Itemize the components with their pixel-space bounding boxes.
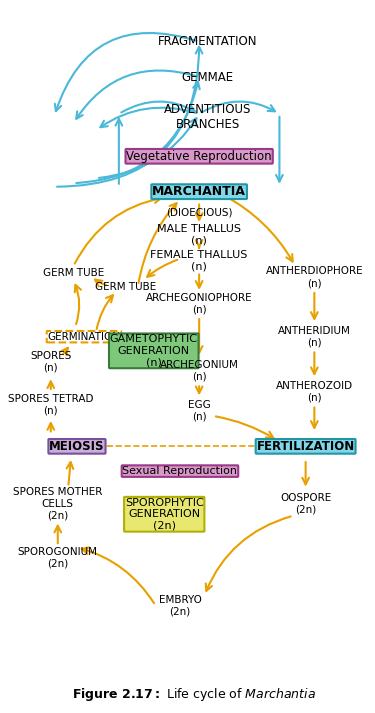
- Text: ADVENTITIOUS
BRANCHES: ADVENTITIOUS BRANCHES: [164, 103, 252, 131]
- Text: SPORES
(n): SPORES (n): [30, 352, 72, 373]
- Text: SPOROGONIUM
(2n): SPOROGONIUM (2n): [18, 548, 98, 569]
- Text: GERMINATION: GERMINATION: [48, 332, 120, 342]
- Text: EMBRYO
(2n): EMBRYO (2n): [159, 595, 201, 616]
- Text: FRAGMENTATION: FRAGMENTATION: [158, 35, 258, 48]
- Text: SPOROPHYTIC
GENERATION
(2n): SPOROPHYTIC GENERATION (2n): [125, 498, 204, 531]
- Text: GAMETOPHYTIC
GENERATION
(n): GAMETOPHYTIC GENERATION (n): [110, 334, 198, 367]
- Text: OOSPORE
(2n): OOSPORE (2n): [280, 493, 331, 515]
- Text: ARCHEGONIUM
(n): ARCHEGONIUM (n): [160, 360, 238, 381]
- Text: ANTHERDIOPHORE
(n): ANTHERDIOPHORE (n): [266, 267, 363, 288]
- Text: ANTHERIDIUM
(n): ANTHERIDIUM (n): [278, 326, 351, 347]
- Text: $\bf{Figure\ 2.17:}$ Life cycle of $\it{Marchantia}$: $\bf{Figure\ 2.17:}$ Life cycle of $\it{…: [72, 686, 316, 703]
- Text: GEMMAE: GEMMAE: [182, 71, 234, 83]
- Text: FEMALE THALLUS
(n): FEMALE THALLUS (n): [150, 250, 248, 272]
- Text: EGG
(n): EGG (n): [188, 400, 210, 422]
- Text: MALE THALLUS
(n): MALE THALLUS (n): [157, 224, 241, 245]
- Text: Sexual Reproduction: Sexual Reproduction: [123, 466, 237, 476]
- Text: SPORES MOTHER
CELLS
(2n): SPORES MOTHER CELLS (2n): [13, 487, 102, 520]
- Text: (DIOECIOUS): (DIOECIOUS): [166, 208, 232, 218]
- Text: GERM TUBE: GERM TUBE: [43, 268, 104, 278]
- Text: GERM TUBE: GERM TUBE: [95, 282, 156, 292]
- Text: ARCHEGONIOPHORE
(n): ARCHEGONIOPHORE (n): [146, 292, 252, 314]
- Text: Vegetative Reproduction: Vegetative Reproduction: [126, 150, 272, 163]
- Text: MEIOSIS: MEIOSIS: [49, 440, 105, 453]
- Text: MARCHANTIA: MARCHANTIA: [152, 185, 246, 198]
- Text: ANTHEROZOID
(n): ANTHEROZOID (n): [276, 381, 353, 403]
- Text: FERTILIZATION: FERTILIZATION: [256, 440, 355, 453]
- Text: SPORES TETRAD
(n): SPORES TETRAD (n): [8, 394, 93, 416]
